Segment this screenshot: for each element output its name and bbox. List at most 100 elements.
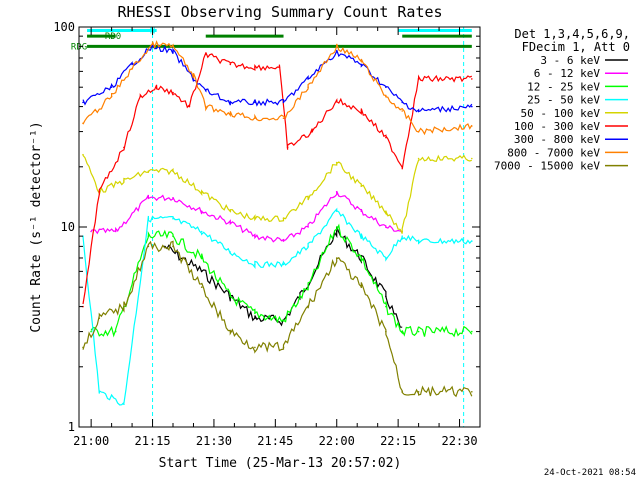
data-point-7-15 — [417, 130, 420, 133]
data-point-5-7 — [205, 53, 207, 56]
data-point-3-10 — [335, 210, 338, 212]
data-point-8-14 — [417, 391, 420, 393]
data-point-6-2 — [131, 63, 133, 66]
data-point-8-3 — [147, 245, 150, 248]
data-point-0-6 — [335, 230, 338, 233]
data-point-3-4 — [172, 217, 174, 220]
series-line-6 — [82, 43, 473, 113]
annotation-label-rd0: RD0 — [105, 32, 121, 42]
data-point-6-14 — [401, 101, 404, 104]
legend-label-8: 7000 - 15000 keV — [494, 160, 600, 173]
data-point-5-10 — [278, 66, 281, 68]
data-point-2-6 — [254, 312, 256, 315]
data-point-6-16 — [471, 105, 473, 108]
data-point-4-13 — [401, 230, 404, 233]
data-point-2-4 — [200, 257, 203, 259]
data-point-5-2 — [123, 146, 125, 149]
data-point-1-7 — [282, 240, 285, 242]
data-point-6-0 — [82, 101, 84, 104]
data-point-5-6 — [188, 105, 191, 108]
data-point-6-12 — [360, 63, 363, 66]
data-point-5-9 — [254, 66, 256, 68]
data-point-4-9 — [307, 197, 309, 199]
data-point-6-3 — [151, 45, 154, 48]
series-line-7 — [82, 40, 473, 136]
data-point-0-3 — [254, 317, 256, 320]
data-point-7-16 — [471, 125, 473, 127]
data-point-8-13 — [401, 391, 404, 393]
data-point-8-11 — [360, 286, 363, 289]
data-point-8-2 — [123, 305, 125, 308]
data-point-1-4 — [200, 210, 203, 212]
data-point-7-10 — [307, 86, 309, 88]
data-point-5-5 — [172, 91, 174, 94]
x-tick-label-5: 22:15 — [380, 434, 416, 448]
data-point-1-9 — [335, 191, 338, 193]
data-point-2-2 — [147, 235, 150, 237]
data-point-2-7 — [282, 319, 285, 322]
data-point-4-0 — [82, 153, 84, 156]
series-line-8 — [82, 240, 473, 398]
data-point-4-8 — [282, 217, 285, 220]
x-axis-label: Start Time (25-Mar-13 20:57:02) — [159, 456, 402, 471]
data-point-5-4 — [155, 86, 158, 88]
data-point-4-10 — [335, 161, 338, 164]
data-point-8-12 — [385, 330, 387, 333]
data-point-3-12 — [385, 257, 387, 259]
data-point-7-4 — [172, 45, 174, 48]
timestamp: 24-Oct-2021 08:54 — [544, 468, 636, 478]
legend-label-7: 800 - 7000 keV — [507, 146, 600, 159]
data-point-5-14 — [360, 110, 363, 112]
data-point-1-8 — [307, 226, 309, 228]
data-point-1-0 — [90, 230, 92, 233]
data-point-1-3 — [172, 197, 174, 199]
data-point-3-9 — [307, 245, 309, 248]
legend-label-2: 12 - 25 keV — [527, 80, 600, 93]
y-tick-label-0: 1 — [68, 420, 75, 434]
data-point-6-4 — [172, 51, 174, 53]
x-tick-label-1: 21:15 — [134, 434, 170, 448]
data-point-4-3 — [147, 170, 150, 172]
data-point-5-13 — [335, 99, 338, 102]
data-point-5-3 — [139, 95, 142, 98]
data-point-6-11 — [335, 51, 338, 53]
data-point-7-9 — [282, 117, 285, 119]
data-point-8-8 — [282, 346, 285, 349]
data-point-6-8 — [254, 101, 256, 104]
legend-label-3: 25 - 50 keV — [527, 94, 600, 107]
data-point-4-5 — [200, 191, 203, 193]
data-point-5-8 — [229, 63, 232, 66]
data-point-6-13 — [385, 86, 387, 88]
data-point-8-4 — [172, 245, 174, 248]
data-point-2-13 — [417, 330, 420, 333]
data-point-2-11 — [385, 305, 387, 308]
y-axis-label: Count Rate (s⁻¹ detector⁻¹) — [29, 121, 44, 332]
data-point-8-5 — [200, 286, 203, 289]
data-point-8-15 — [471, 391, 473, 393]
data-point-8-9 — [307, 305, 309, 308]
data-point-0-1 — [200, 270, 203, 273]
data-point-3-13 — [401, 235, 404, 237]
data-point-7-2 — [131, 67, 133, 70]
series-line-2 — [90, 223, 473, 338]
data-point-5-11 — [286, 146, 289, 149]
x-tick-label-4: 22:00 — [319, 434, 355, 448]
data-point-3-7 — [254, 263, 256, 266]
series-line-5 — [82, 52, 473, 305]
legend-label-1: 6 - 12 keV — [534, 67, 601, 80]
data-point-1-6 — [254, 235, 256, 237]
x-axis: 21:00 21:15 21:30 21:45 22:00 22:15 22:30 — [73, 27, 481, 448]
data-point-8-7 — [254, 346, 256, 349]
data-point-5-17 — [417, 78, 420, 80]
data-point-4-11 — [360, 185, 363, 187]
data-point-5-12 — [311, 130, 314, 133]
plot-area: RD0RDGN — [71, 27, 473, 427]
data-point-2-8 — [307, 286, 309, 289]
x-tick-label-0: 21:00 — [73, 434, 109, 448]
data-point-2-9 — [335, 226, 338, 228]
data-point-7-12 — [360, 59, 363, 62]
data-point-3-5 — [200, 230, 203, 233]
data-point-7-0 — [82, 122, 84, 125]
x-tick-label-2: 21:30 — [196, 434, 232, 448]
